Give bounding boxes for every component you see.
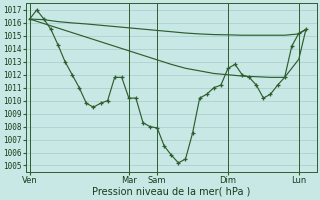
X-axis label: Pression niveau de la mer( hPa ): Pression niveau de la mer( hPa ) xyxy=(92,187,251,197)
